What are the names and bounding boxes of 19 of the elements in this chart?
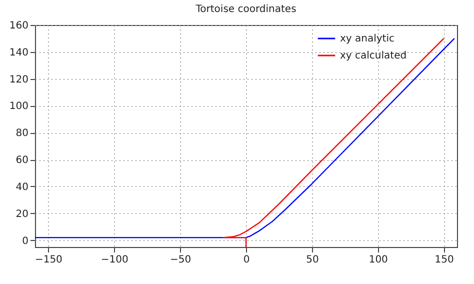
y-tick-label: 100: [9, 101, 28, 112]
y-tick-label: 60: [16, 155, 28, 166]
y-tick-label: 160: [9, 20, 28, 32]
y-tick-label: 80: [16, 128, 28, 140]
x-tick-label: 100: [368, 254, 388, 266]
y-tick-label: 140: [9, 47, 28, 58]
x-tick-label: −50: [170, 254, 192, 266]
y-tick-label: 0: [22, 236, 28, 247]
y-tick-label: 20: [16, 208, 28, 220]
y-tick-label: 120: [9, 74, 28, 86]
x-tick-label: 0: [243, 254, 250, 266]
legend-label: xy analytic: [340, 34, 395, 44]
x-tick-label: 50: [306, 254, 319, 266]
x-tick-label: 150: [434, 254, 454, 266]
legend-label: xy calculated: [340, 50, 407, 62]
y-tick-label: 40: [16, 182, 28, 193]
x-tick-label: −150: [34, 254, 62, 266]
chart-title: Tortoise coordinates: [194, 4, 296, 15]
x-tick-label: −100: [100, 254, 128, 266]
